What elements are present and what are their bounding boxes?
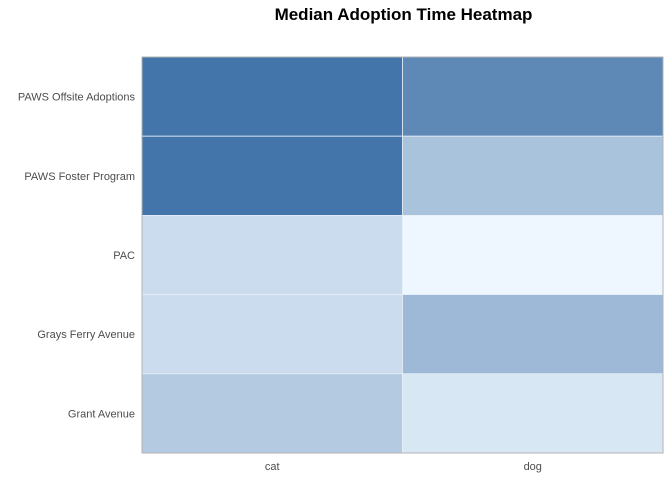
heatmap-cell-dog-grant-avenue [402, 373, 664, 454]
y-tick-label-paws-offsite-adoptions: PAWS Offsite Adoptions [18, 92, 136, 104]
heatmap-cell-cat-paws-offsite-adoptions [141, 56, 403, 137]
y-tick-label-paws-foster-program: PAWS Foster Program [24, 171, 135, 183]
x-tick-label-cat: cat [265, 461, 280, 473]
y-tick-label-grays-ferry-avenue: Grays Ferry Avenue [37, 329, 135, 341]
y-tick-label-grant-avenue: Grant Avenue [68, 408, 135, 420]
heatmap-cell-dog-grays-ferry-avenue [402, 294, 664, 375]
plot-panel [141, 56, 664, 454]
x-tick-label-dog: dog [524, 461, 542, 473]
heatmap-cell-dog-paws-foster-program [402, 135, 664, 216]
heatmap-cell-dog-paws-offsite-adoptions [402, 56, 664, 137]
heatmap-cell-cat-paws-foster-program [141, 135, 403, 216]
plot-panel-border [141, 56, 664, 454]
heatmap-cell-cat-grays-ferry-avenue [141, 294, 403, 375]
y-tick-label-pac: PAC [113, 250, 135, 262]
heatmap-cells [141, 56, 664, 454]
chart-title: Median Adoption Time Heatmap [274, 5, 533, 24]
heatmap-cell-cat-pac [141, 214, 403, 295]
heatmap-cell-dog-pac [402, 214, 664, 295]
x-axis-tick-labels: cat dog [265, 461, 542, 473]
y-axis-tick-labels: Grant Avenue Grays Ferry Avenue PAC PAWS Fo… [18, 92, 136, 421]
heatmap-cell-cat-grant-avenue [141, 373, 403, 454]
